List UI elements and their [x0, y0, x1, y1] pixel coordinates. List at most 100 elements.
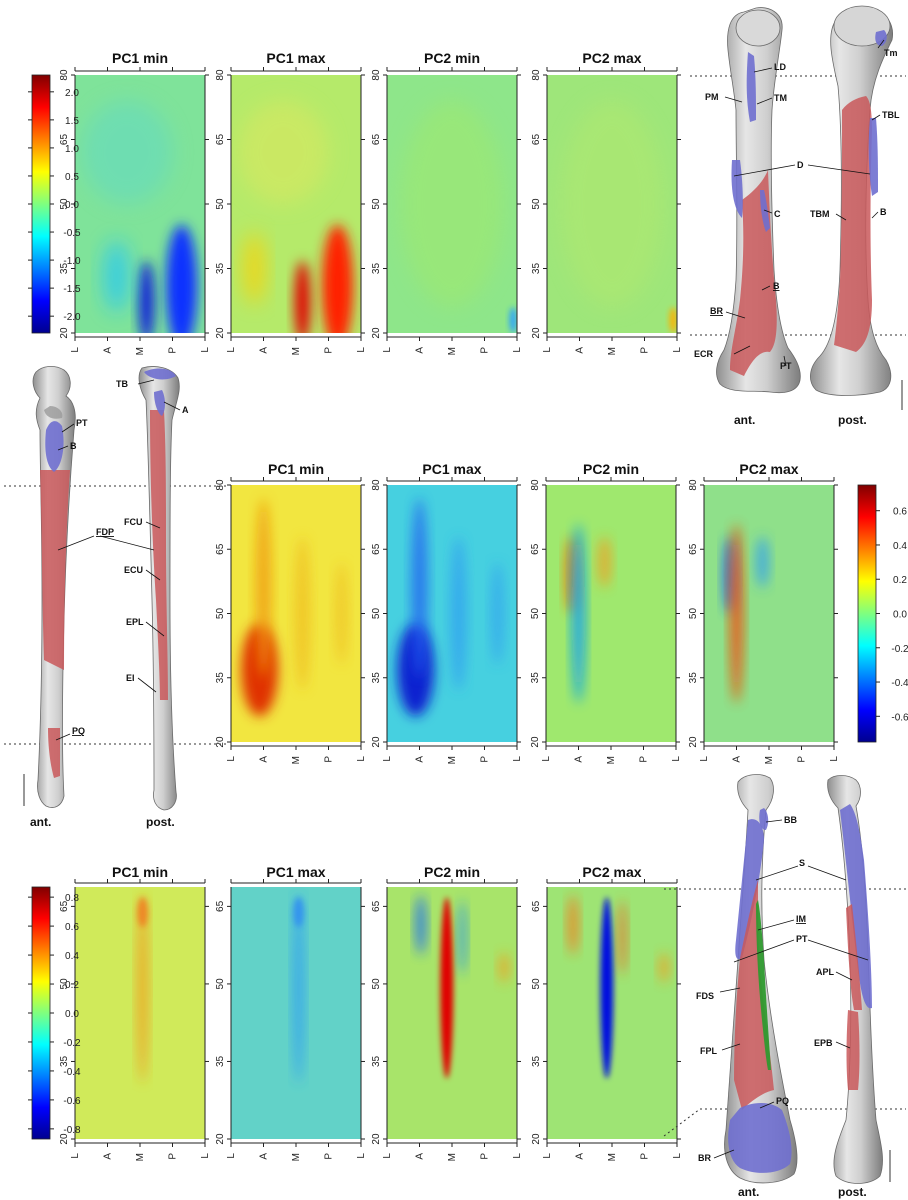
- x-tick-ulna-2-0: L: [541, 756, 552, 762]
- x-tick-ulna-2-2: M: [606, 756, 617, 764]
- panel-title-humerus-1: PC1 max: [266, 50, 325, 66]
- humerus-ant-blue-ld: [746, 52, 756, 122]
- colorbar-tick-radius-3: -0.2: [63, 1038, 81, 1049]
- y-tick-humerus-2-1: 35: [371, 263, 382, 275]
- radius-label-fpl: FPL: [700, 1046, 718, 1056]
- ulna-label-tb: TB: [116, 379, 128, 389]
- x-tick-humerus-3-0: L: [542, 347, 553, 353]
- colorbar-tick-ulna-0: -0.6: [891, 712, 908, 723]
- humerus-label-ld: LD: [774, 62, 786, 72]
- x-tick-ulna-3-2: M: [764, 756, 775, 764]
- radius-view-post: post.: [838, 1185, 867, 1199]
- ulna-label-b: B: [70, 441, 77, 451]
- y-tick-radius-2-0: 20: [371, 1133, 382, 1145]
- colorbar-tick-humerus-7: 1.5: [65, 116, 79, 127]
- colorbars: -2.0-1.5-1.0-0.50.00.51.01.52.0-0.6-0.4-…: [28, 74, 908, 1140]
- ulna-post-blue-a: [154, 390, 165, 416]
- radius-labels: BB S IM PT FDS APL FPL EPB PQ BR ant. po…: [696, 815, 891, 1199]
- humerus-label-b: B: [773, 281, 780, 291]
- humerus-anterior: [716, 7, 801, 394]
- y-tick-radius-0-1: 35: [59, 1055, 70, 1067]
- ulna-ant-gray: [44, 406, 63, 419]
- x-tick-ulna-2-1: A: [574, 756, 585, 763]
- x-tick-humerus-2-1: A: [415, 347, 426, 354]
- y-tick-ulna-0-3: 65: [215, 543, 226, 555]
- y-tick-ulna-3-4: 80: [688, 479, 699, 491]
- panel-title-ulna-1: PC1 max: [422, 461, 481, 477]
- heatmap-humerus-3: PC2 max L A M P L 20 35 50 65 80: [531, 50, 683, 355]
- x-tick-ulna-3-3: P: [797, 756, 808, 763]
- humerus-label-pt: PT: [780, 361, 792, 371]
- humerus-ant-blue-c: [731, 160, 743, 218]
- x-tick-radius-1-0: L: [226, 1153, 237, 1159]
- x-tick-radius-1-3: P: [324, 1153, 335, 1160]
- radius-anterior: [724, 774, 798, 1184]
- humerus-post-red: [834, 96, 872, 352]
- y-tick-humerus-0-4: 80: [59, 69, 70, 81]
- x-tick-humerus-0-4: L: [200, 347, 211, 353]
- radius-label-s: S: [799, 858, 805, 868]
- radius-label-pq: PQ: [776, 1096, 789, 1106]
- ulna-label-fdp: FDP: [96, 527, 114, 537]
- colorbar-tick-humerus-4: 0.0: [65, 200, 79, 211]
- x-tick-radius-0-1: A: [103, 1153, 114, 1160]
- x-tick-ulna-0-1: A: [259, 756, 270, 763]
- y-tick-humerus-1-4: 80: [215, 69, 226, 81]
- panel-title-humerus-2: PC2 min: [424, 50, 480, 66]
- radius-label-bb: BB: [784, 815, 797, 825]
- radius-post-red-apl: [846, 904, 862, 1010]
- colorbar-tick-radius-1: -0.6: [63, 1096, 81, 1107]
- heatmap-humerus-0: PC1 min L A M P L 20 35 50 65 80: [59, 50, 211, 355]
- x-tick-ulna-1-2: M: [447, 756, 458, 764]
- colorbar-ulna: -0.6 -0.4 -0.2 0.0 0.2 0.4 0.6: [857, 484, 908, 743]
- colorbar-radius: -0.8 -0.6 -0.4 -0.2 0.0 0.2 0.4 0.6 0.8: [28, 886, 81, 1140]
- y-tick-humerus-0-3: 65: [59, 134, 70, 146]
- colorbar-tick-radius-8: 0.8: [65, 893, 79, 904]
- ulna-post-red: [150, 410, 168, 700]
- y-tick-humerus-2-0: 20: [371, 327, 382, 339]
- ulna-labels: PT B FDP PQ TB A FCU ECU EPL EI ant. pos…: [23, 379, 189, 829]
- humerus-label-c: C: [774, 209, 781, 219]
- colorbar-tick-radius-5: 0.2: [65, 980, 79, 991]
- x-tick-ulna-0-3: P: [324, 756, 335, 763]
- y-tick-ulna-2-3: 65: [530, 543, 541, 555]
- heatmap-ulna-3: PC2 max L A M P L 20 35 50 65 80: [688, 461, 840, 764]
- heatmap-humerus-2: PC2 min L A M P L 20 35 50 65 80: [371, 50, 523, 355]
- humerus-post-blue-tm: [875, 30, 887, 46]
- x-tick-humerus-3-3: P: [640, 347, 651, 354]
- y-tick-ulna-2-1: 35: [530, 672, 541, 684]
- panel-title-radius-3: PC2 max: [582, 864, 641, 880]
- y-tick-ulna-1-2: 50: [371, 608, 382, 620]
- colorbar-tick-humerus-6: 1.0: [65, 144, 79, 155]
- humerus-labels: LD PM TM D C B BR ECR PT Tm TBL TBM B an…: [694, 39, 903, 427]
- y-tick-humerus-1-3: 65: [215, 134, 226, 146]
- x-tick-ulna-3-0: L: [699, 756, 710, 762]
- y-tick-ulna-0-4: 80: [215, 479, 226, 491]
- colorbar-humerus: -2.0 -1.5 -1.0 -0.5 0.0 0.5 1.0 1.5 2.0: [28, 74, 81, 334]
- panel-title-humerus-3: PC2 max: [582, 50, 641, 66]
- heatmap-ulna-1: PC1 max L A M P L 20 35 50 65 80: [371, 461, 523, 764]
- radius-label-apl: APL: [816, 967, 835, 977]
- radius-label-im: IM: [796, 914, 806, 924]
- y-tick-ulna-0-1: 35: [215, 672, 226, 684]
- x-tick-humerus-1-1: A: [259, 347, 270, 354]
- y-tick-radius-2-2: 50: [371, 978, 382, 990]
- y-tick-ulna-1-3: 65: [371, 543, 382, 555]
- y-tick-radius-2-3: 65: [371, 900, 382, 912]
- y-tick-ulna-3-2: 50: [688, 608, 699, 620]
- humerus-post-blue-tbl: [868, 118, 878, 196]
- y-tick-radius-3-1: 35: [531, 1055, 542, 1067]
- x-tick-ulna-1-4: L: [512, 756, 523, 762]
- colorbar-tick-radius-2: -0.4: [63, 1067, 81, 1078]
- y-tick-radius-0-0: 20: [59, 1133, 70, 1145]
- ulna-label-ei: EI: [126, 673, 135, 683]
- x-tick-humerus-1-0: L: [226, 347, 237, 353]
- humerus-posterior: [810, 5, 893, 396]
- ulna-label-pt: PT: [76, 418, 88, 428]
- panel-title-ulna-0: PC1 min: [268, 461, 324, 477]
- x-tick-radius-3-2: M: [607, 1153, 618, 1161]
- x-tick-radius-3-1: A: [575, 1153, 586, 1160]
- y-tick-radius-0-2: 50: [59, 978, 70, 990]
- colorbar-tick-radius-7: 0.6: [65, 922, 79, 933]
- humerus-label-tm-post: Tm: [884, 48, 898, 58]
